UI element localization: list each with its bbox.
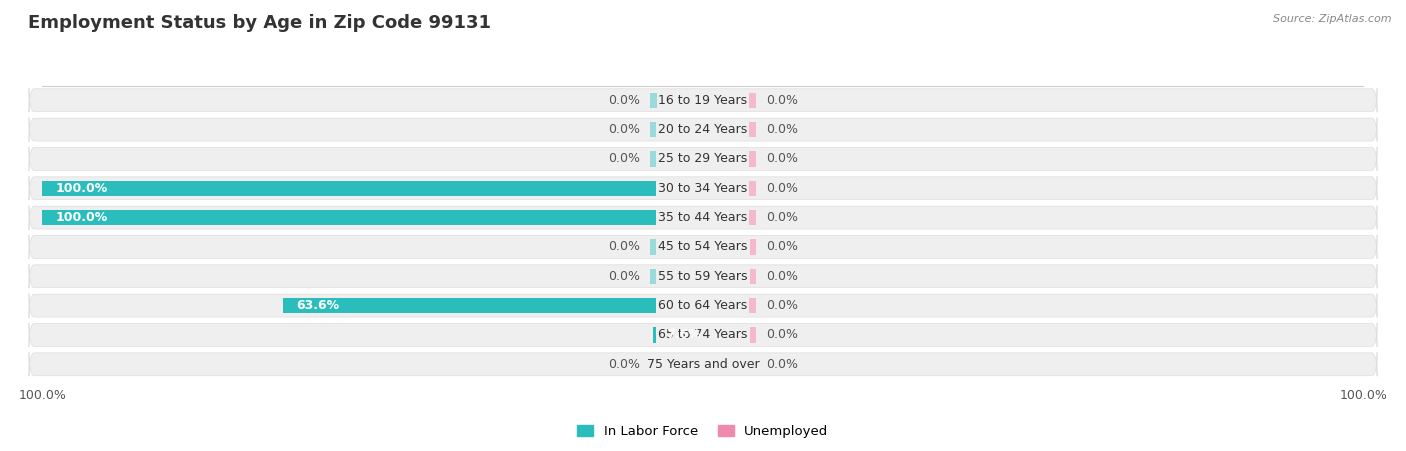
- Bar: [703, 239, 756, 254]
- Text: 100.0%: 100.0%: [55, 182, 108, 195]
- Text: 0.0%: 0.0%: [766, 299, 797, 312]
- Text: 35 to 44 Years: 35 to 44 Years: [658, 211, 748, 224]
- Bar: [650, 122, 703, 137]
- Text: 0.0%: 0.0%: [609, 94, 640, 107]
- FancyBboxPatch shape: [30, 352, 1376, 376]
- Bar: [650, 92, 703, 108]
- Text: 0.0%: 0.0%: [766, 328, 797, 341]
- Text: 0.0%: 0.0%: [609, 123, 640, 136]
- Text: 0.0%: 0.0%: [766, 152, 797, 166]
- FancyBboxPatch shape: [30, 294, 1376, 318]
- Bar: [650, 357, 703, 372]
- Bar: [703, 210, 756, 225]
- Text: 0.0%: 0.0%: [766, 182, 797, 195]
- Text: 0.0%: 0.0%: [609, 240, 640, 253]
- FancyBboxPatch shape: [30, 323, 1376, 347]
- Bar: [703, 298, 756, 313]
- Bar: [703, 181, 756, 196]
- Text: 60 to 64 Years: 60 to 64 Years: [658, 299, 748, 312]
- FancyBboxPatch shape: [30, 235, 1376, 259]
- Text: 0.0%: 0.0%: [609, 152, 640, 166]
- FancyBboxPatch shape: [30, 264, 1376, 288]
- Text: 75 Years and over: 75 Years and over: [647, 358, 759, 371]
- Text: 0.0%: 0.0%: [766, 358, 797, 371]
- Text: 0.0%: 0.0%: [766, 211, 797, 224]
- FancyBboxPatch shape: [30, 88, 1376, 112]
- Bar: [650, 239, 703, 254]
- Text: 30 to 34 Years: 30 to 34 Years: [658, 182, 748, 195]
- Text: 0.0%: 0.0%: [766, 123, 797, 136]
- Text: 45 to 54 Years: 45 to 54 Years: [658, 240, 748, 253]
- Bar: [42, 210, 703, 225]
- Text: 55 to 59 Years: 55 to 59 Years: [658, 270, 748, 283]
- FancyBboxPatch shape: [30, 176, 1376, 200]
- Text: 65 to 74 Years: 65 to 74 Years: [658, 328, 748, 341]
- Text: 16 to 19 Years: 16 to 19 Years: [658, 94, 748, 107]
- Text: 0.0%: 0.0%: [609, 358, 640, 371]
- Text: 0.0%: 0.0%: [609, 270, 640, 283]
- Text: 0.0%: 0.0%: [766, 240, 797, 253]
- Bar: [703, 357, 756, 372]
- Text: 25 to 29 Years: 25 to 29 Years: [658, 152, 748, 166]
- Bar: [703, 269, 756, 284]
- Text: 0.0%: 0.0%: [766, 270, 797, 283]
- Bar: [703, 151, 756, 166]
- Text: Source: ZipAtlas.com: Source: ZipAtlas.com: [1274, 14, 1392, 23]
- Bar: [650, 269, 703, 284]
- FancyBboxPatch shape: [30, 147, 1376, 171]
- Text: 100.0%: 100.0%: [55, 211, 108, 224]
- Bar: [703, 327, 756, 343]
- Text: Employment Status by Age in Zip Code 99131: Employment Status by Age in Zip Code 991…: [28, 14, 491, 32]
- Bar: [703, 122, 756, 137]
- Text: 63.6%: 63.6%: [295, 299, 339, 312]
- FancyBboxPatch shape: [30, 118, 1376, 142]
- Text: 20 to 24 Years: 20 to 24 Years: [658, 123, 748, 136]
- FancyBboxPatch shape: [30, 206, 1376, 230]
- Legend: In Labor Force, Unemployed: In Labor Force, Unemployed: [572, 419, 834, 443]
- Bar: [650, 151, 703, 166]
- Text: 7.6%: 7.6%: [666, 328, 700, 341]
- Bar: [42, 181, 703, 196]
- Bar: [283, 298, 703, 313]
- Text: 0.0%: 0.0%: [766, 94, 797, 107]
- Bar: [652, 327, 703, 343]
- Bar: [703, 92, 756, 108]
